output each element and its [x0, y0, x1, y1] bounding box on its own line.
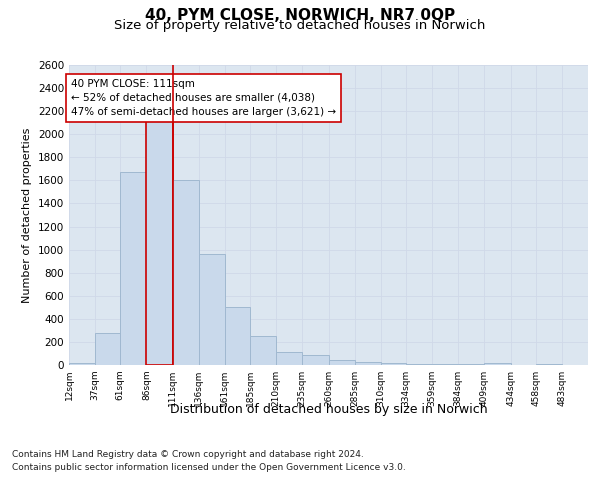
Bar: [329, 360, 355, 365]
Bar: [276, 352, 302, 365]
Bar: [146, 117, 173, 365]
Bar: [69, 362, 95, 365]
Bar: [484, 364, 511, 365]
Text: Contains HM Land Registry data © Crown copyright and database right 2024.: Contains HM Land Registry data © Crown c…: [12, 450, 364, 459]
Bar: [458, 364, 484, 365]
Bar: [225, 308, 250, 365]
Bar: [406, 364, 432, 365]
Text: Distribution of detached houses by size in Norwich: Distribution of detached houses by size …: [170, 402, 488, 415]
Text: 40 PYM CLOSE: 111sqm
← 52% of detached houses are smaller (4,038)
47% of semi-de: 40 PYM CLOSE: 111sqm ← 52% of detached h…: [71, 79, 336, 117]
Bar: [302, 354, 329, 365]
Bar: [355, 362, 381, 365]
Bar: [120, 172, 146, 365]
Bar: [381, 362, 406, 365]
Text: Size of property relative to detached houses in Norwich: Size of property relative to detached ho…: [115, 19, 485, 32]
Bar: [199, 254, 225, 365]
Bar: [95, 332, 120, 365]
Bar: [250, 336, 276, 365]
Bar: [588, 364, 600, 365]
Text: Contains public sector information licensed under the Open Government Licence v3: Contains public sector information licen…: [12, 462, 406, 471]
Y-axis label: Number of detached properties: Number of detached properties: [22, 128, 32, 302]
Bar: [173, 180, 199, 365]
Text: 40, PYM CLOSE, NORWICH, NR7 0QP: 40, PYM CLOSE, NORWICH, NR7 0QP: [145, 8, 455, 22]
Bar: [432, 364, 458, 365]
Bar: [536, 364, 562, 365]
